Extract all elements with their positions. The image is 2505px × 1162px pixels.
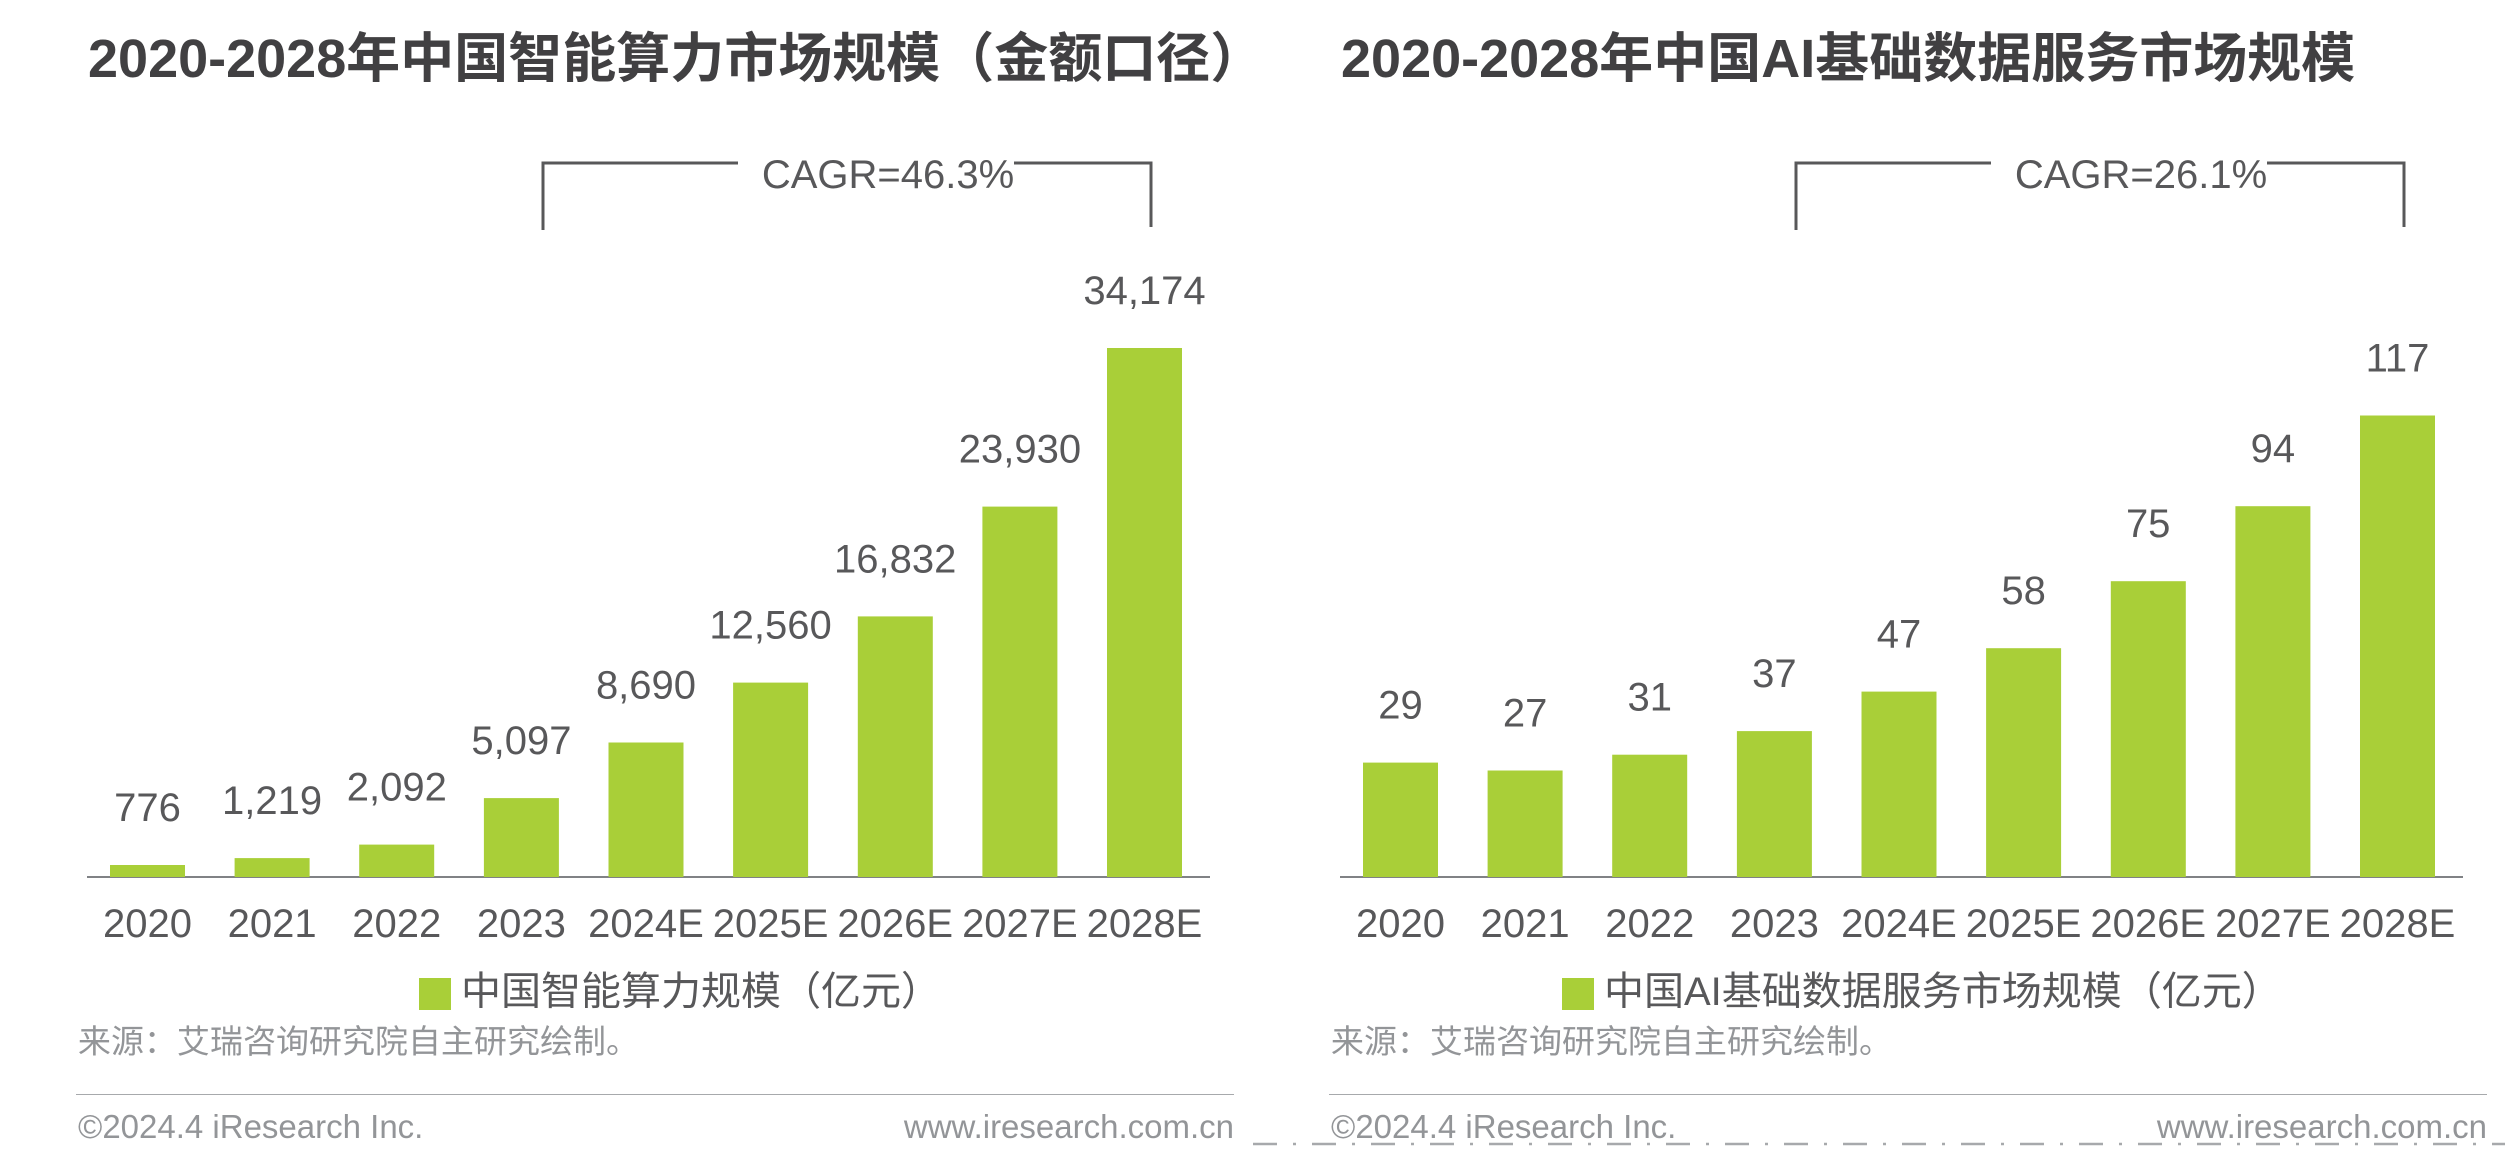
svg-text:75: 75	[2126, 502, 2171, 546]
svg-text:2020: 2020	[103, 902, 192, 946]
svg-text:58: 58	[2001, 569, 2046, 613]
svg-text:2024E: 2024E	[1841, 902, 1957, 946]
svg-text:2023: 2023	[1730, 902, 1819, 946]
svg-text:37: 37	[1752, 652, 1797, 696]
svg-text:47: 47	[1877, 613, 1922, 657]
svg-text:2023: 2023	[477, 902, 566, 946]
svg-text:2021: 2021	[228, 902, 317, 946]
svg-text:34,174: 34,174	[1083, 269, 1205, 313]
svg-text:29: 29	[1378, 684, 1423, 728]
svg-text:2026E: 2026E	[837, 902, 953, 946]
svg-text:776: 776	[114, 786, 181, 830]
svg-text:中国AI基础数据服务市场规模（亿元）: 中国AI基础数据服务市场规模（亿元）	[1604, 970, 2282, 1014]
svg-text:2,092: 2,092	[347, 766, 447, 810]
svg-text:2022: 2022	[352, 902, 441, 946]
svg-text:1,219: 1,219	[222, 779, 322, 823]
svg-text:2024E: 2024E	[588, 902, 704, 946]
svg-text:94: 94	[2251, 427, 2296, 471]
svg-text:2021: 2021	[1481, 902, 1570, 946]
svg-text:2022: 2022	[1605, 902, 1694, 946]
svg-text:中国智能算力规模（亿元）: 中国智能算力规模（亿元）	[461, 970, 941, 1014]
svg-text:8,690: 8,690	[596, 664, 696, 708]
svg-text:2020: 2020	[1356, 902, 1445, 946]
svg-text:2027E: 2027E	[2215, 902, 2331, 946]
svg-text:2028E: 2028E	[2340, 902, 2456, 946]
svg-text:117: 117	[2366, 337, 2430, 381]
svg-text:31: 31	[1628, 676, 1673, 720]
svg-text:2027E: 2027E	[962, 902, 1078, 946]
svg-text:27: 27	[1503, 692, 1548, 736]
svg-text:2028E: 2028E	[1087, 902, 1203, 946]
svg-text:12,560: 12,560	[709, 604, 831, 648]
svg-text:2025E: 2025E	[1966, 902, 2082, 946]
svg-text:2026E: 2026E	[2090, 902, 2206, 946]
svg-text:5,097: 5,097	[471, 719, 571, 763]
svg-text:23,930: 23,930	[959, 428, 1081, 472]
svg-text:16,832: 16,832	[834, 537, 956, 581]
svg-text:2025E: 2025E	[713, 902, 829, 946]
